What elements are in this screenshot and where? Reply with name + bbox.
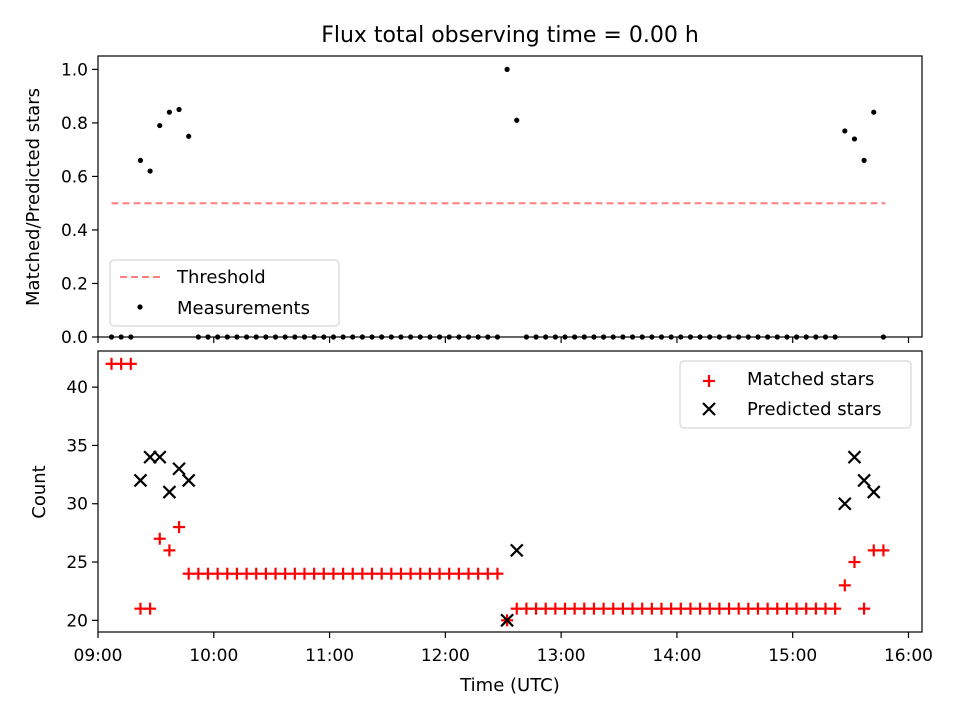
bottom-x-axis: 09:00 10:00 11:00 12:00 13:00 14:00 15:00 16:00 <box>74 632 933 666</box>
measurement-point <box>871 109 877 115</box>
x-tick-label: 11:00 <box>305 646 354 666</box>
matched-star-point <box>163 544 176 557</box>
measurement-point <box>176 106 182 113</box>
y-tick-label: 40 <box>66 378 88 398</box>
top-axes-frame <box>97 55 923 338</box>
predicted-star-point <box>509 543 524 558</box>
top-x-axis <box>97 337 910 343</box>
bottom-legend-box <box>679 360 912 429</box>
predicted-star-point <box>143 450 157 464</box>
predicted-star-point <box>162 485 177 499</box>
predicted-star-point <box>181 473 196 488</box>
bottom-plot-area <box>105 357 890 628</box>
predicted-star-point <box>133 473 148 488</box>
matched-star-point <box>491 567 504 580</box>
matched-star-point <box>858 602 871 615</box>
matched-star-point <box>838 579 851 592</box>
bottom-legend: Matched stars Predicted stars <box>679 360 912 429</box>
predicted-star-point <box>847 450 862 464</box>
x-tick-label: 09:00 <box>74 646 123 666</box>
measurements-legend-label: Measurements <box>177 298 310 319</box>
measurement-point <box>842 128 848 134</box>
measurement-point <box>504 66 510 72</box>
y-tick-label: 20 <box>66 611 88 631</box>
y-tick-label: 1.0 <box>61 60 88 80</box>
top-legend-box <box>109 259 340 327</box>
x-tick-label: 12:00 <box>421 646 470 666</box>
measurement-point <box>514 117 520 123</box>
predicted-star-point <box>152 450 167 464</box>
matched-star-point <box>829 602 842 615</box>
matched-star-point <box>848 556 861 569</box>
x-tick-label: 14:00 <box>652 646 701 666</box>
matched-star-point <box>124 357 137 370</box>
bottom-axes-frame <box>97 350 923 633</box>
x-axis-label: Time (UTC) <box>459 675 560 696</box>
predicted-legend-label: Predicted stars <box>747 399 881 420</box>
top-legend: Threshold Measurements <box>109 259 340 327</box>
measurement-point <box>861 157 867 163</box>
matched-legend-marker <box>703 375 715 387</box>
measurement-point <box>157 122 163 129</box>
y-tick-label: 25 <box>66 553 88 573</box>
measurement-point <box>147 168 153 174</box>
bottom-panel: 20 25 30 35 40 09:00 10:00 11:00 12:00 13:00 14:0… <box>29 350 933 696</box>
y-tick-label: 0.2 <box>61 274 88 294</box>
x-tick-label: 13:00 <box>537 646 586 666</box>
threshold-legend-label: Threshold <box>176 267 266 288</box>
measurement-point <box>137 157 144 163</box>
y-tick-label: 0.0 <box>61 328 88 348</box>
predicted-star-point <box>500 613 514 628</box>
predicted-legend-marker <box>702 402 716 416</box>
y-tick-label: 30 <box>66 495 88 515</box>
measurement-point <box>851 136 858 142</box>
chart-title: Flux total observing time = 0.00 h <box>321 23 699 48</box>
top-y-axis: 0.0 0.2 0.4 0.6 0.8 1.0 <box>61 60 98 348</box>
x-tick-label: 16:00 <box>884 646 933 666</box>
matched-star-point <box>153 532 166 545</box>
predicted-star-point <box>857 473 871 488</box>
y-tick-label: 0.8 <box>61 114 88 134</box>
predicted-star-point <box>866 485 881 499</box>
measurement-point <box>166 109 173 115</box>
matched-star-point <box>173 521 186 534</box>
x-tick-label: 15:00 <box>768 646 817 666</box>
top-y-axis-label: Matched/Predicted stars <box>23 88 44 306</box>
y-tick-label: 35 <box>66 436 88 456</box>
measurements-legend-marker <box>137 304 143 310</box>
predicted-star-point <box>838 496 852 511</box>
matched-star-point <box>877 544 890 557</box>
y-tick-label: 0.4 <box>61 221 88 241</box>
matched-star-point <box>144 602 157 615</box>
y-tick-label: 0.6 <box>61 167 88 187</box>
x-tick-label: 10:00 <box>189 646 238 666</box>
bottom-y-axis-label: Count <box>29 465 50 518</box>
bottom-y-axis: 20 25 30 35 40 <box>66 378 98 631</box>
predicted-star-point <box>172 461 186 476</box>
top-panel: 0.0 0.2 0.4 0.6 0.8 1.0 Matched/Predicted sta… <box>23 55 923 348</box>
measurement-point <box>186 133 192 139</box>
matched-legend-label: Matched stars <box>747 369 874 390</box>
